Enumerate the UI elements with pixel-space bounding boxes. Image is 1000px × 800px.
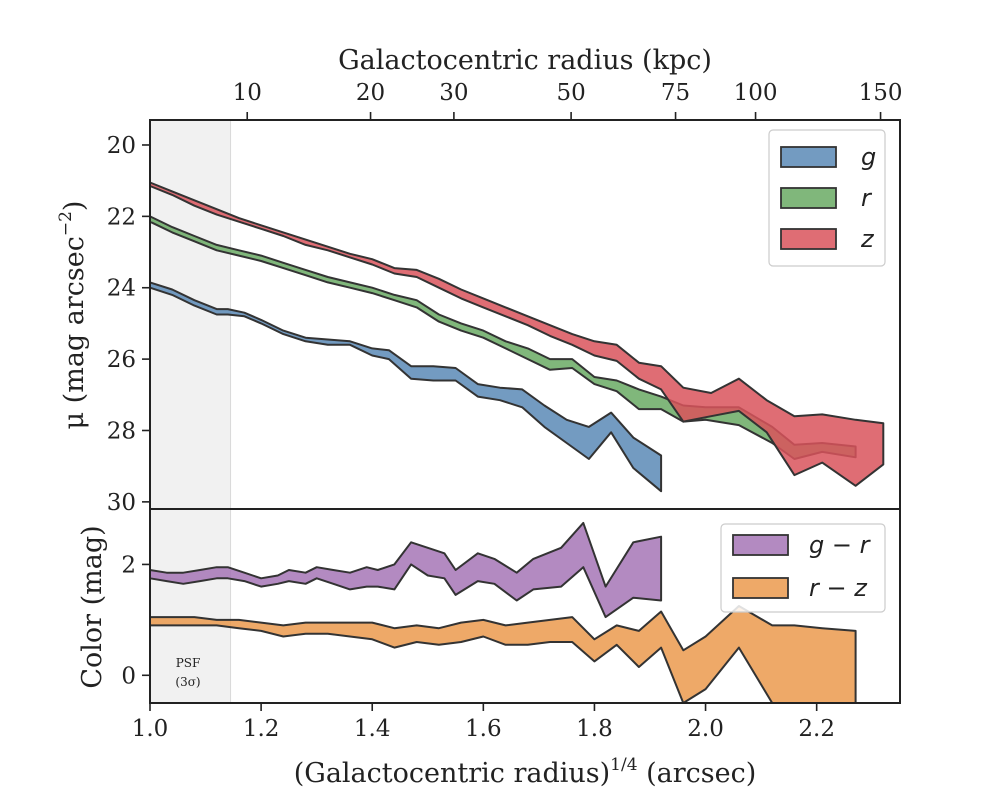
bottom-y-ticks: 02 xyxy=(121,552,150,689)
x-tick-label: 2.0 xyxy=(687,716,724,742)
top-legend: grz xyxy=(768,129,886,267)
top-x-tick-label: 150 xyxy=(859,80,903,106)
legend-swatch xyxy=(780,146,837,168)
x-axis-label-unit: (arcsec) xyxy=(638,758,757,789)
y-tick-label: 28 xyxy=(107,418,136,444)
top-x-tick-label: 100 xyxy=(734,80,778,106)
legend-label-g: g xyxy=(861,143,876,171)
y-tick-label: 20 xyxy=(107,133,136,159)
psf-shaded-region-lower xyxy=(150,509,232,703)
color-panel: 02 1.0 1.2 1.4 1.6 1.8 2.0 2.2 g − rr − z PSF … xyxy=(121,508,901,742)
surface-brightness-panel: 20 22 24 26 28 30 10 20 30 50 75 100 150 grz xyxy=(107,80,903,516)
psf-note-line1: PSF xyxy=(176,656,201,670)
top-x-ticks: 10 20 30 50 75 100 150 xyxy=(233,80,903,120)
bottom-y-axis-label: Color (mag) xyxy=(77,525,108,688)
x-tick-label: 1.4 xyxy=(354,716,391,742)
top-y-axis-label-main: μ (mag arcsec xyxy=(59,236,90,429)
top-x-tick-label: 75 xyxy=(661,80,690,106)
y-tick-label: 26 xyxy=(107,347,136,373)
y-tick-label: 30 xyxy=(107,490,136,516)
top-y-ticks: 20 22 24 26 28 30 xyxy=(107,133,150,516)
top-x-tick-label: 50 xyxy=(556,80,585,106)
x-tick-label: 2.2 xyxy=(798,716,835,742)
top-x-tick-label: 10 xyxy=(233,80,262,106)
surface-brightness-series xyxy=(149,181,885,493)
color-y-tick-label: 0 xyxy=(121,663,136,689)
top-x-tick-label: 20 xyxy=(356,80,385,106)
legend-swatch xyxy=(732,577,789,599)
y-tick-label: 22 xyxy=(107,204,136,230)
top-x-axis-label: Galactocentric radius (kpc) xyxy=(338,45,712,76)
x-axis-label-main: (Galactocentric radius) xyxy=(294,758,610,789)
psf-note-line2: (3σ) xyxy=(175,675,200,689)
legend-label-g-minus-r: g − r xyxy=(809,531,872,559)
x-axis-label-sup: 1/4 xyxy=(610,755,637,775)
band-g-minus-r xyxy=(149,521,663,619)
legend-swatch xyxy=(732,534,789,556)
bottom-legend: g − r r − z xyxy=(720,523,886,613)
band-r-minus-z xyxy=(149,605,857,704)
legend-label-z: z xyxy=(860,225,875,253)
x-tick-label: 1.6 xyxy=(465,716,502,742)
top-y-axis-label-sup: −2 xyxy=(56,211,76,236)
top-y-axis-label: μ (mag arcsec−2) xyxy=(56,201,90,430)
legend-label-r: r xyxy=(861,184,873,212)
x-tick-label: 1.2 xyxy=(243,716,280,742)
psf-shade-lower xyxy=(150,509,231,703)
x-tick-label: 1.0 xyxy=(132,716,169,742)
band-z xyxy=(149,181,885,487)
legend-swatch xyxy=(780,228,837,250)
legend-label-r-minus-z: r − z xyxy=(809,574,868,602)
x-axis-label: (Galactocentric radius)1/4 (arcsec) xyxy=(294,755,757,789)
band-g xyxy=(149,281,663,493)
y-tick-label: 24 xyxy=(107,276,136,302)
color-y-tick-label: 2 xyxy=(121,552,136,578)
bottom-panel-frame xyxy=(149,508,901,704)
band-r xyxy=(149,215,857,460)
top-x-tick-label: 30 xyxy=(439,80,468,106)
bottom-x-ticks: 1.0 1.2 1.4 1.6 1.8 2.0 2.2 xyxy=(132,703,835,742)
legend-swatch xyxy=(780,187,837,209)
top-y-axis-label-end: ) xyxy=(59,201,90,212)
x-tick-label: 1.8 xyxy=(576,716,613,742)
